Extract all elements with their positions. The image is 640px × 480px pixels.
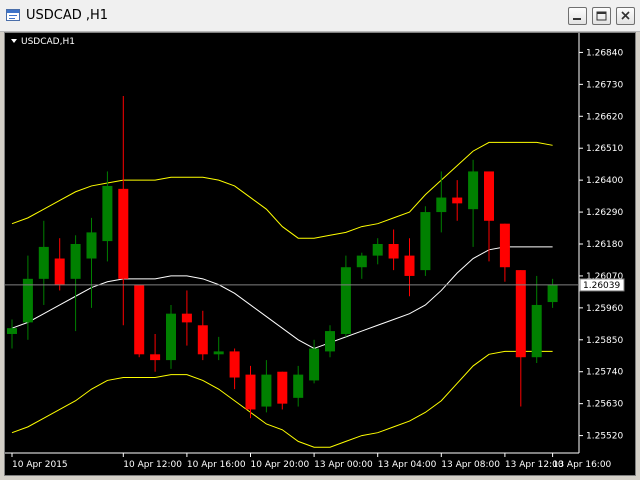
- candle-body: [340, 267, 351, 334]
- middle-average-line: [11, 246, 553, 350]
- candle-body: [515, 270, 526, 358]
- maximize-button[interactable]: [592, 7, 611, 25]
- candle-body: [547, 284, 558, 303]
- lower-band-line: [11, 350, 553, 448]
- candle-body: [261, 374, 272, 407]
- candle-body: [293, 374, 304, 398]
- candle-body: [499, 223, 510, 268]
- y-tick-label: 1.25960: [586, 304, 623, 314]
- dropdown-triangle-icon: [11, 39, 17, 43]
- y-tick-label: 1.26510: [586, 144, 623, 154]
- candle-body: [356, 255, 367, 268]
- candle-body: [404, 255, 415, 276]
- chart-window-icon: [6, 9, 20, 21]
- y-tick-label: 1.25850: [586, 336, 623, 346]
- window-titlebar[interactable]: USDCAD ,H1: [0, 0, 640, 32]
- chart-symbol-label: USDCAD,H1: [21, 37, 75, 47]
- y-tick-label: 1.26730: [586, 80, 623, 90]
- candle-body: [70, 244, 81, 279]
- y-tick-label: 1.25520: [586, 432, 623, 442]
- close-icon: [621, 11, 630, 20]
- candle-body: [325, 331, 335, 352]
- x-tick-label: 13 Apr 08:00: [441, 460, 500, 470]
- candle-body: [309, 348, 320, 381]
- y-tick-label: 1.26620: [586, 112, 623, 122]
- candle-body: [484, 171, 494, 221]
- chart-area[interactable]: 1.26840 1.26730 1.26620 1.26510 1.26400 1.262…: [4, 32, 636, 476]
- x-tick-label: 13 Apr 04:00: [378, 460, 437, 470]
- minimize-button[interactable]: [568, 7, 587, 25]
- candle-body: [277, 371, 288, 404]
- close-button[interactable]: [616, 7, 635, 25]
- current-price-box: [579, 278, 625, 292]
- candle-body: [54, 258, 65, 285]
- y-tick-label: 1.25740: [586, 368, 623, 378]
- candle-body: [102, 185, 113, 242]
- upper-band-line: [11, 141, 553, 239]
- candle-body: [22, 278, 33, 323]
- x-tick-label: 13 Apr 16:00: [553, 460, 612, 470]
- candle-body: [38, 246, 49, 279]
- candle-body: [229, 351, 240, 378]
- candle-body: [388, 244, 399, 259]
- candle-body: [150, 354, 161, 361]
- candle-body: [197, 325, 208, 355]
- x-tick-label: 13 Apr 00:00: [314, 460, 373, 470]
- y-tick-label: 1.26400: [586, 176, 623, 186]
- candle-body: [245, 374, 256, 410]
- window-title: USDCAD ,H1: [26, 8, 109, 23]
- candle-body: [213, 351, 224, 355]
- candle-body: [420, 212, 431, 271]
- candle-body: [531, 304, 542, 358]
- y-tick-label: 1.25630: [586, 400, 623, 410]
- candle-body: [86, 232, 97, 259]
- y-tick-label: 1.26070: [586, 272, 623, 282]
- candle-body: [118, 188, 129, 279]
- x-tick-label: 10 Apr 20:00: [251, 460, 310, 470]
- candle-body: [436, 197, 447, 213]
- candle-body: [372, 244, 383, 256]
- x-tick-label: 10 Apr 12:00: [123, 460, 182, 470]
- candle-body: [181, 313, 192, 323]
- candle-body: [452, 197, 463, 204]
- minimize-icon: [573, 18, 581, 20]
- y-tick-label: 1.26180: [586, 240, 623, 250]
- x-tick-label: 10 Apr 2015: [12, 460, 68, 470]
- candle-body: [134, 284, 145, 355]
- y-tick-label: 1.26290: [586, 208, 623, 218]
- x-tick-label: 10 Apr 16:00: [187, 460, 246, 470]
- y-tick-label: 1.26840: [586, 48, 623, 58]
- x-tick-label: 13 Apr 12:00: [505, 460, 564, 470]
- candle-body: [468, 171, 479, 210]
- candle-body: [166, 313, 176, 361]
- price-chart[interactable]: 1.26840 1.26730 1.26620 1.26510 1.26400 1.262…: [5, 33, 635, 475]
- candle-body: [7, 328, 17, 334]
- maximize-icon: [596, 11, 607, 21]
- current-price-label: 1.26039: [583, 281, 620, 291]
